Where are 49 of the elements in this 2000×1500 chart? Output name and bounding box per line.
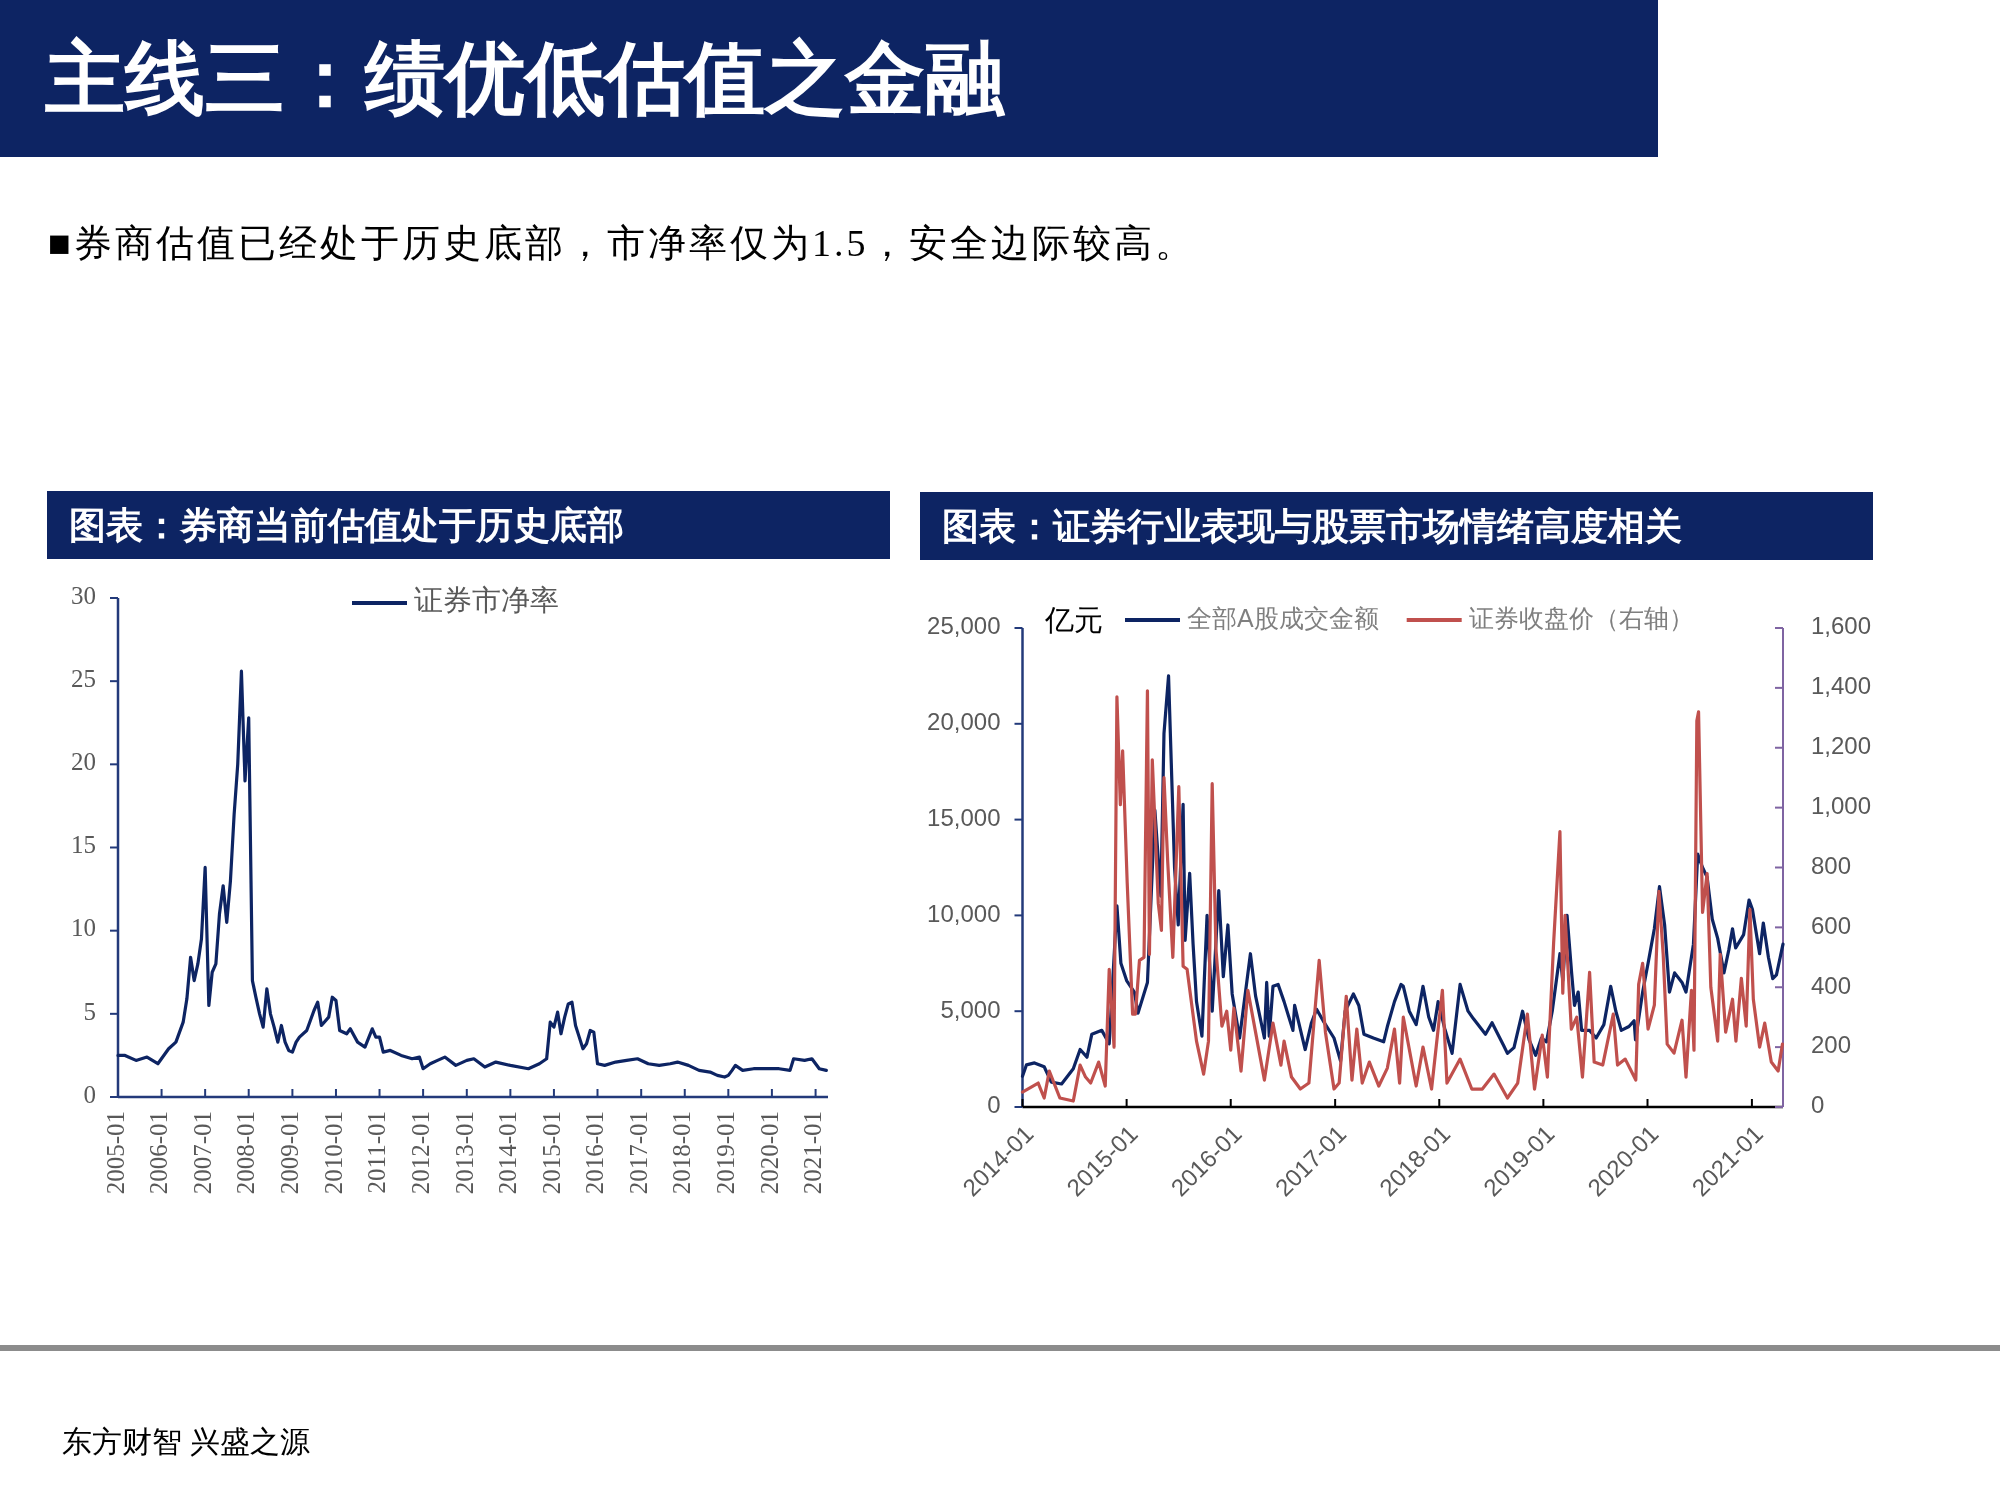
y-tick-label: 5,000 xyxy=(940,995,1001,1023)
x-tick-label: 2010-01 xyxy=(319,1111,347,1195)
x-tick-label: 2015-01 xyxy=(537,1111,565,1195)
x-tick-label: 2019-01 xyxy=(712,1111,740,1195)
legend-label: 全部A股成交金额 xyxy=(1187,603,1379,632)
x-tick-label: 2009-01 xyxy=(276,1111,304,1195)
y-tick-label: 20 xyxy=(71,748,96,776)
x-tick-label: 2005-01 xyxy=(101,1111,129,1195)
x-tick-label: 2013-01 xyxy=(450,1111,478,1195)
chart-title: 图表：券商当前估值处于历史底部 xyxy=(69,505,624,546)
y-axis-title: 亿元 xyxy=(1043,604,1103,636)
y2-tick-label: 200 xyxy=(1811,1031,1852,1059)
x-tick-label: 2020-01 xyxy=(755,1111,783,1195)
x-tick-label: 2018-01 xyxy=(668,1111,696,1195)
x-tick-label: 2007-01 xyxy=(188,1111,216,1195)
y2-tick-label: 800 xyxy=(1811,851,1852,879)
x-tick-label: 2012-01 xyxy=(406,1111,434,1195)
y-tick-label: 0 xyxy=(83,1080,96,1108)
y2-tick-label: 1,400 xyxy=(1811,672,1872,700)
y-tick-label: 25,000 xyxy=(927,612,1001,640)
y-tick-label: 15,000 xyxy=(927,803,1001,831)
text: 主线三：绩优低估值之金融 xyxy=(44,34,1006,123)
y2-tick-label: 600 xyxy=(1811,911,1852,939)
x-tick-label: 2017-01 xyxy=(624,1111,652,1195)
chart-title: 图表：证券行业表现与股票市场情绪高度相关 xyxy=(942,506,1682,547)
y-tick-label: 5 xyxy=(83,997,96,1025)
line-series xyxy=(116,669,828,1079)
x-tick-label: 2006-01 xyxy=(145,1111,173,1195)
y2-tick-label: 400 xyxy=(1811,971,1852,999)
y2-tick-label: 1,000 xyxy=(1811,791,1872,819)
y-tick-label: 25 xyxy=(71,664,96,692)
y2-tick-label: 1,600 xyxy=(1811,612,1872,640)
text: ■券商估值已经处于历史底部，市净率仅为1.5，安全边际较高。 xyxy=(48,222,1197,264)
y2-tick-label: 1,200 xyxy=(1811,732,1872,760)
x-tick-label: 2014-01 xyxy=(494,1111,522,1195)
x-tick-label: 2011-01 xyxy=(363,1111,391,1194)
legend-label: 证券收盘价（右轴） xyxy=(1468,603,1694,632)
y2-tick-label: 0 xyxy=(1811,1091,1825,1119)
y-tick-label: 30 xyxy=(71,581,96,609)
x-tick-label: 2016-01 xyxy=(581,1111,609,1195)
x-tick-label: 2008-01 xyxy=(232,1111,260,1195)
x-tick-label: 2021-01 xyxy=(799,1111,827,1195)
y-tick-label: 20,000 xyxy=(927,708,1001,736)
y-tick-label: 10 xyxy=(71,914,96,942)
y-tick-label: 15 xyxy=(71,831,96,859)
legend-label: 证券市净率 xyxy=(414,583,559,616)
y-tick-label: 10,000 xyxy=(927,899,1001,927)
text: 东方财智 兴盛之源 xyxy=(62,1425,310,1458)
y-tick-label: 0 xyxy=(987,1091,1001,1119)
